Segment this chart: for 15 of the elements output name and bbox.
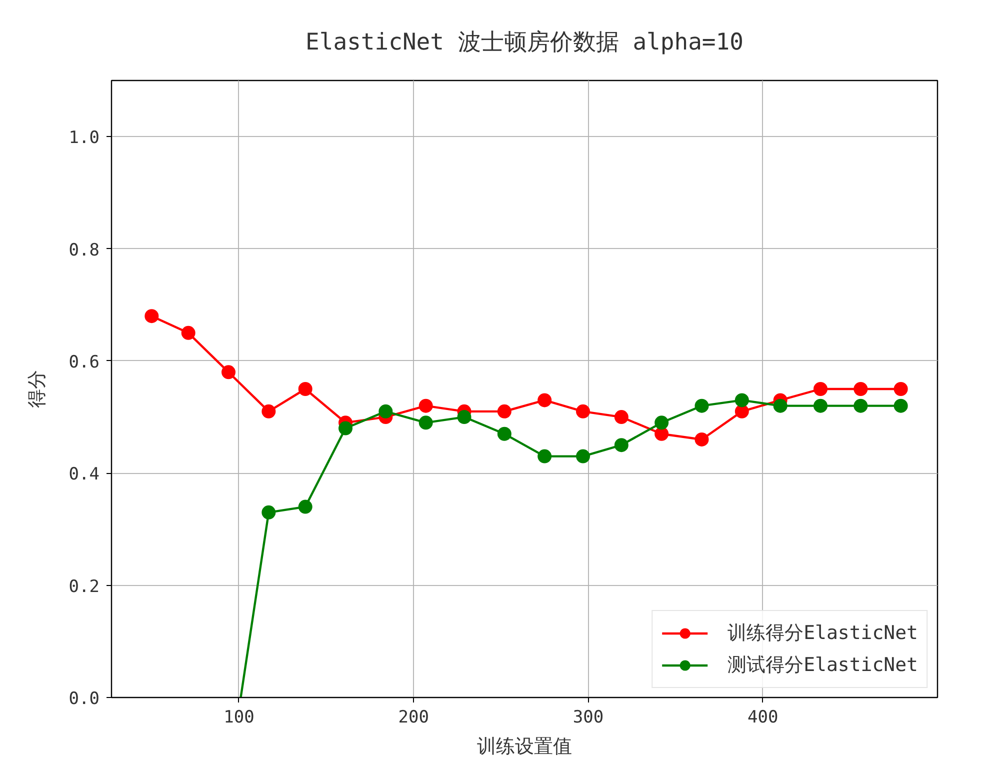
x-axis-title: 训练设置值 (477, 736, 572, 758)
legend-label: 训练得分ElasticNet (728, 621, 918, 646)
x-tick-label: 300 (572, 708, 604, 728)
x-tick-label: 400 (748, 708, 778, 728)
legend-label: 测试得分ElasticNet (728, 653, 918, 678)
y-axis-title: 得分 (26, 370, 48, 408)
chart-title: ElasticNet 波士顿房价数据 alpha=10 (306, 30, 744, 56)
y-tick-label: 0.0 (68, 689, 100, 709)
y-tick-label: 0.4 (68, 464, 100, 485)
x-tick-label: 200 (398, 708, 429, 728)
y-tick-label: 0.8 (68, 240, 100, 260)
y-tick-label: 0.2 (68, 576, 100, 597)
y-tick-label: 0.6 (68, 352, 100, 372)
y-tick-label: 1.0 (68, 128, 100, 148)
x-tick-label: 100 (224, 708, 254, 728)
